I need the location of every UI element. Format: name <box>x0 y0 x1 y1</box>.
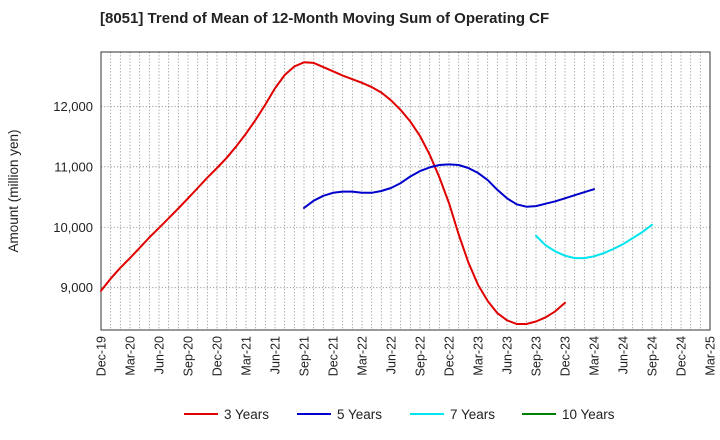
x-tick-label: Mar-22 <box>356 336 370 376</box>
x-tick-label: Sep-21 <box>298 336 312 376</box>
x-tick-label: Dec-22 <box>443 336 457 376</box>
y-tick-label: 12,000 <box>53 99 93 114</box>
series-line-3-years <box>100 61 566 325</box>
x-tick-label: Mar-24 <box>588 336 602 376</box>
x-tick-label: Dec-23 <box>559 336 573 376</box>
legend: 3 Years 5 Years 7 Years 10 Years <box>184 407 615 422</box>
x-tick-label: Mar-23 <box>472 336 486 376</box>
plot-frame <box>100 51 711 331</box>
x-tick-label: Dec-19 <box>95 336 109 376</box>
x-tick-label: Jun-20 <box>153 336 167 374</box>
legend-label: 5 Years <box>337 407 382 422</box>
y-tick-label: 9,000 <box>60 280 93 295</box>
chart-title: [8051] Trend of Mean of 12-Month Moving … <box>100 10 550 27</box>
legend-label: 3 Years <box>224 407 269 422</box>
series-line-7-years <box>535 223 653 260</box>
x-tick-label: Mar-21 <box>240 336 254 376</box>
x-tick-label: Mar-25 <box>704 336 718 376</box>
x-tick-label: Dec-21 <box>327 336 341 376</box>
x-tick-label: Sep-20 <box>182 336 196 376</box>
y-tick-label: 10,000 <box>53 220 93 235</box>
x-tick-label: Sep-24 <box>646 336 660 376</box>
x-tick-label: Jun-21 <box>269 336 283 374</box>
x-tick-label: Sep-23 <box>530 336 544 376</box>
x-tick-label: Mar-20 <box>124 336 138 376</box>
x-tick-label: Dec-20 <box>211 336 225 376</box>
grid-layer <box>101 52 710 330</box>
x-tick-label: Jun-24 <box>617 336 631 374</box>
x-tick-label: Dec-24 <box>675 336 689 376</box>
x-tick-label: Jun-22 <box>385 336 399 374</box>
legend-label: 10 Years <box>562 407 615 422</box>
y-tick-label: 11,000 <box>54 159 93 174</box>
x-tick-labels: Dec-19 Mar-20 Jun-20 Sep-20 Dec-20 Mar-21 Jun-… <box>95 336 718 376</box>
series-line-5-years <box>303 163 595 209</box>
y-tick-labels: 9,000 10,000 11,000 12,000 <box>53 99 93 295</box>
series-layer <box>100 61 653 325</box>
y-axis-title: Amount (million yen) <box>6 129 21 252</box>
legend-label: 7 Years <box>450 407 495 422</box>
x-tick-label: Sep-22 <box>414 336 428 376</box>
x-tick-label: Jun-23 <box>501 336 515 374</box>
